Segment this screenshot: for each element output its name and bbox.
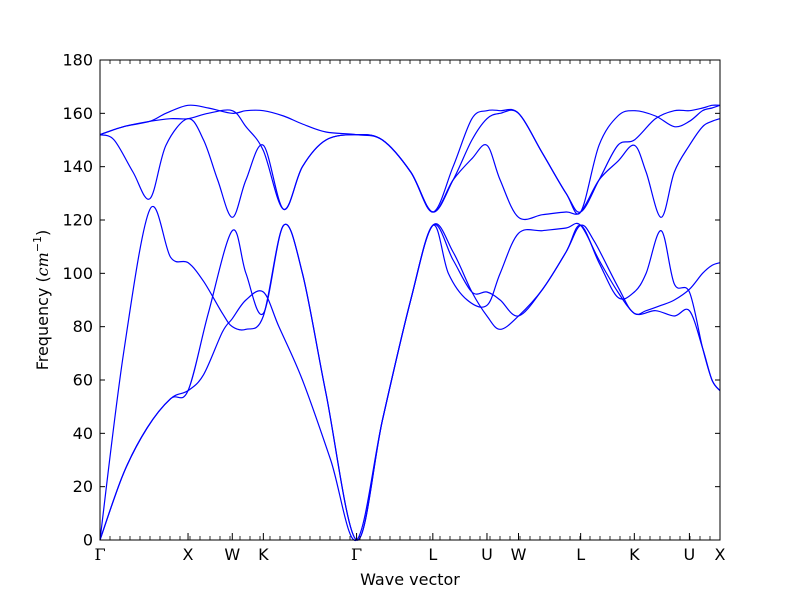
y-tick-label: 120	[62, 211, 93, 230]
y-tick-label: 60	[73, 371, 93, 390]
plot-frame	[99, 59, 721, 541]
y-tick-label: 80	[73, 317, 93, 336]
x-tick-label: K	[258, 545, 269, 564]
x-tick-label: K	[629, 545, 640, 564]
x-tick-label: W	[511, 545, 527, 564]
x-tick-label: X	[183, 545, 194, 564]
x-tick-label: U	[684, 545, 696, 564]
y-tick-label: 160	[62, 104, 93, 123]
y-tick-label: 100	[62, 264, 93, 283]
x-tick-label: W	[224, 545, 240, 564]
band-line-2	[99, 223, 721, 541]
x-tick-label: L	[428, 545, 437, 564]
x-tick-label: Γ	[94, 545, 105, 564]
y-tick-label: 140	[62, 157, 93, 176]
band-line-3	[99, 205, 721, 541]
y-tick-label: 180	[62, 51, 93, 70]
band-series-group	[99, 104, 721, 541]
band-line-6	[99, 104, 721, 215]
y-tick-label: 0	[83, 531, 93, 550]
x-tick-label: U	[481, 545, 493, 564]
y-tick-label: 40	[73, 424, 93, 443]
x-tick-label: L	[576, 545, 585, 564]
y-axis-label: Frequency (cm−1)	[31, 230, 52, 371]
band-line-5	[99, 104, 721, 213]
plot-background	[100, 60, 720, 540]
y-tick-label: 20	[73, 477, 93, 496]
x-tick-label: Γ	[351, 545, 362, 564]
x-tick-label: X	[715, 545, 726, 564]
x-axis-label: Wave vector	[360, 570, 460, 589]
